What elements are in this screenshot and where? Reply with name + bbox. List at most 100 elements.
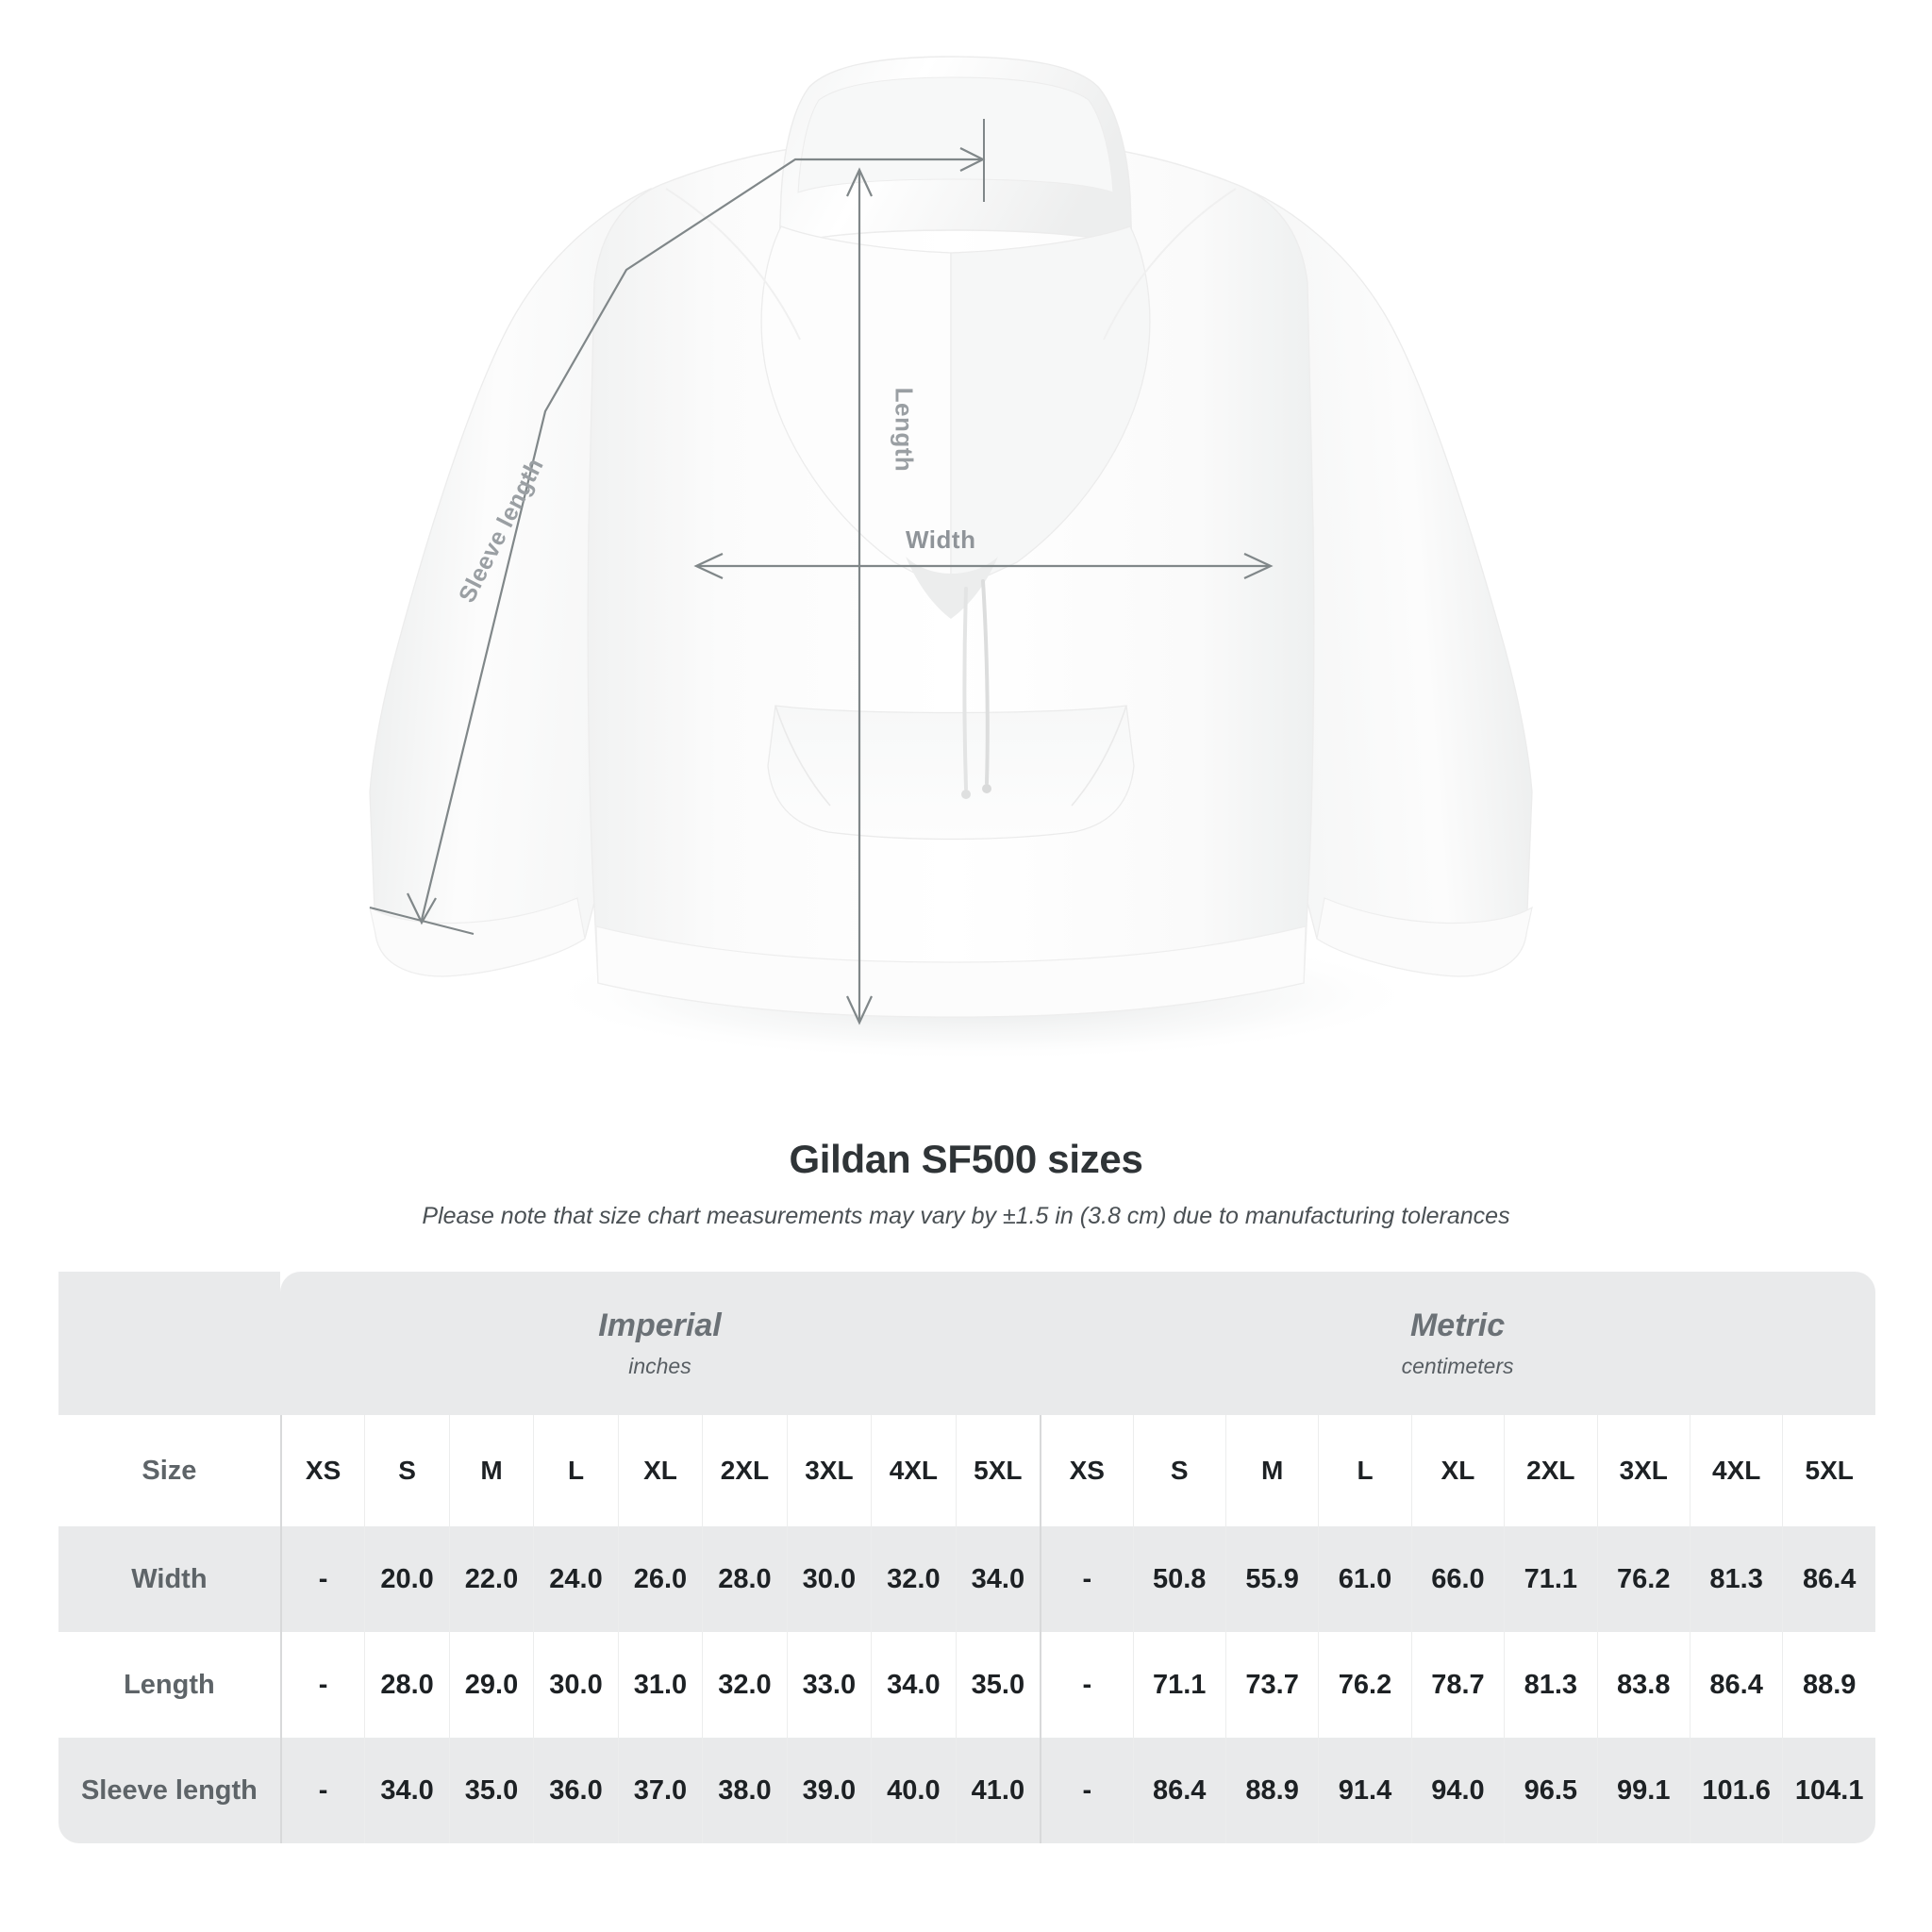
sleeve-imperial-l: 36.0 [533,1738,618,1843]
shoulder-seam-right [1103,188,1237,341]
length-imperial-5xl: 35.0 [955,1632,1041,1738]
drawstring-tip-left [961,790,971,799]
size-header-metric-l: L [1318,1415,1411,1526]
sleeve-metric-s: 86.4 [1132,1738,1225,1843]
row-label-width: Width [58,1526,280,1632]
length-imperial-s: 28.0 [364,1632,449,1738]
hood-drape-left [760,225,952,594]
length-arrowhead-bottom [846,995,873,1025]
size-header-metric-2xl: 2XL [1504,1415,1597,1526]
width-imperial-4xl: 32.0 [871,1526,956,1632]
kangaroo-pocket [767,705,1135,841]
drawstring-right [981,579,990,785]
metric-unit-sub: centimeters [1401,1354,1514,1378]
width-arrowhead-right [1243,553,1274,579]
width-metric-3xl: 76.2 [1596,1526,1690,1632]
page-title: Gildan SF500 sizes [789,1137,1143,1181]
sleeve-imperial-5xl: 41.0 [955,1738,1041,1843]
title-block: Gildan SF500 sizes Please note that size… [0,1137,1932,1230]
sleeve-imperial-xl: 37.0 [617,1738,703,1843]
size-table: Imperial inches Metric centimeters Size … [58,1272,1875,1843]
length-imperial-m: 29.0 [448,1632,534,1738]
size-header-imperial-l: L [533,1415,618,1526]
width-imperial-3xl: 30.0 [786,1526,872,1632]
width-metric-xs: - [1040,1526,1133,1632]
pocket-seam-right [1071,705,1127,807]
sleeve-imperial-xs: - [279,1738,365,1843]
size-header-imperial-xs: XS [279,1415,365,1526]
drawstring-tip-right [982,784,991,793]
size-header-metric-5xl: 5XL [1782,1415,1875,1526]
size-header-imperial-xl: XL [617,1415,703,1526]
garment-illustration: Sleeve length Length Width [369,56,1533,1061]
sleeve-metric-3xl: 99.1 [1596,1738,1690,1843]
pocket-seam-left [774,705,831,807]
size-header-imperial-5xl: 5XL [955,1415,1041,1526]
unit-header-row: Imperial inches Metric centimeters [58,1272,1875,1415]
size-header-imperial-4xl: 4XL [871,1415,956,1526]
sleeve-tick-bottom [369,907,475,935]
table-row-width: Width - 20.0 22.0 24.0 26.0 28.0 30.0 32… [58,1526,1875,1632]
length-metric-5xl: 88.9 [1782,1632,1875,1738]
length-metric-3xl: 83.8 [1596,1632,1690,1738]
left-cuff [369,897,586,977]
length-imperial-xl: 31.0 [617,1632,703,1738]
length-imperial-l: 30.0 [533,1632,618,1738]
width-metric-xl: 66.0 [1410,1526,1505,1632]
length-metric-m: 73.7 [1224,1632,1319,1738]
size-header-metric-s: S [1132,1415,1225,1526]
bottom-hem [595,925,1307,1018]
table-row-length: Length - 28.0 29.0 30.0 31.0 32.0 33.0 3… [58,1632,1875,1738]
imperial-unit-sub: inches [628,1354,691,1378]
width-imperial-s: 20.0 [364,1526,449,1632]
right-cuff [1316,897,1533,977]
width-arrowhead-left [693,553,724,579]
length-metric-2xl: 81.3 [1504,1632,1597,1738]
imperial-unit-cell: Imperial inches [279,1272,1041,1415]
sleeve-length-line [420,158,981,921]
size-table-wrapper: Imperial inches Metric centimeters Size … [58,1272,1875,1843]
drawstring-left [962,587,968,791]
sleeve-metric-2xl: 96.5 [1504,1738,1597,1843]
sleeve-metric-5xl: 104.1 [1782,1738,1875,1843]
width-annotation-label: Width [906,525,976,554]
shoulder-seam-left [665,188,801,341]
sleeve-arrowhead-bottom [407,892,437,925]
width-imperial-5xl: 34.0 [955,1526,1041,1632]
sleeve-metric-m: 88.9 [1224,1738,1319,1843]
length-metric-xs: - [1040,1632,1133,1738]
metric-unit-name: Metric [1409,1307,1506,1343]
size-header-row: Size XS S M L XL 2XL 3XL 4XL 5XL XS S M … [58,1415,1875,1526]
length-imperial-2xl: 32.0 [702,1632,787,1738]
size-header-metric-3xl: 3XL [1596,1415,1690,1526]
row-label-sleeve-length: Sleeve length [58,1738,280,1843]
length-imperial-3xl: 33.0 [786,1632,872,1738]
width-metric-5xl: 86.4 [1782,1526,1875,1632]
length-metric-s: 71.1 [1132,1632,1225,1738]
sleeve-imperial-3xl: 39.0 [786,1738,872,1843]
length-imperial-4xl: 34.0 [871,1632,956,1738]
width-imperial-l: 24.0 [533,1526,618,1632]
size-header-imperial-2xl: 2XL [702,1415,787,1526]
sleeve-imperial-2xl: 38.0 [702,1738,787,1843]
length-imperial-xs: - [279,1632,365,1738]
neck-opening [906,557,998,619]
sleeve-metric-xl: 94.0 [1410,1738,1505,1843]
sleeve-imperial-s: 34.0 [364,1738,449,1843]
measurement-annotations [369,119,1274,1025]
sleeve-imperial-m: 35.0 [448,1738,534,1843]
width-metric-l: 61.0 [1318,1526,1411,1632]
unit-row-spacer [58,1272,280,1415]
page-subtitle: Please note that size chart measurements… [422,1203,1510,1229]
sleeve-metric-xs: - [1040,1738,1133,1843]
metric-unit-cell: Metric centimeters [1040,1272,1875,1415]
width-imperial-xl: 26.0 [617,1526,703,1632]
imperial-unit-name: Imperial [598,1307,722,1343]
length-arrowhead-top [846,167,873,197]
table-row-sleeve-length: Sleeve length - 34.0 35.0 36.0 37.0 38.0… [58,1738,1875,1843]
size-header-imperial-s: S [364,1415,449,1526]
size-header-label: Size [58,1415,280,1526]
width-metric-s: 50.8 [1132,1526,1225,1632]
size-header-metric-4xl: 4XL [1689,1415,1783,1526]
